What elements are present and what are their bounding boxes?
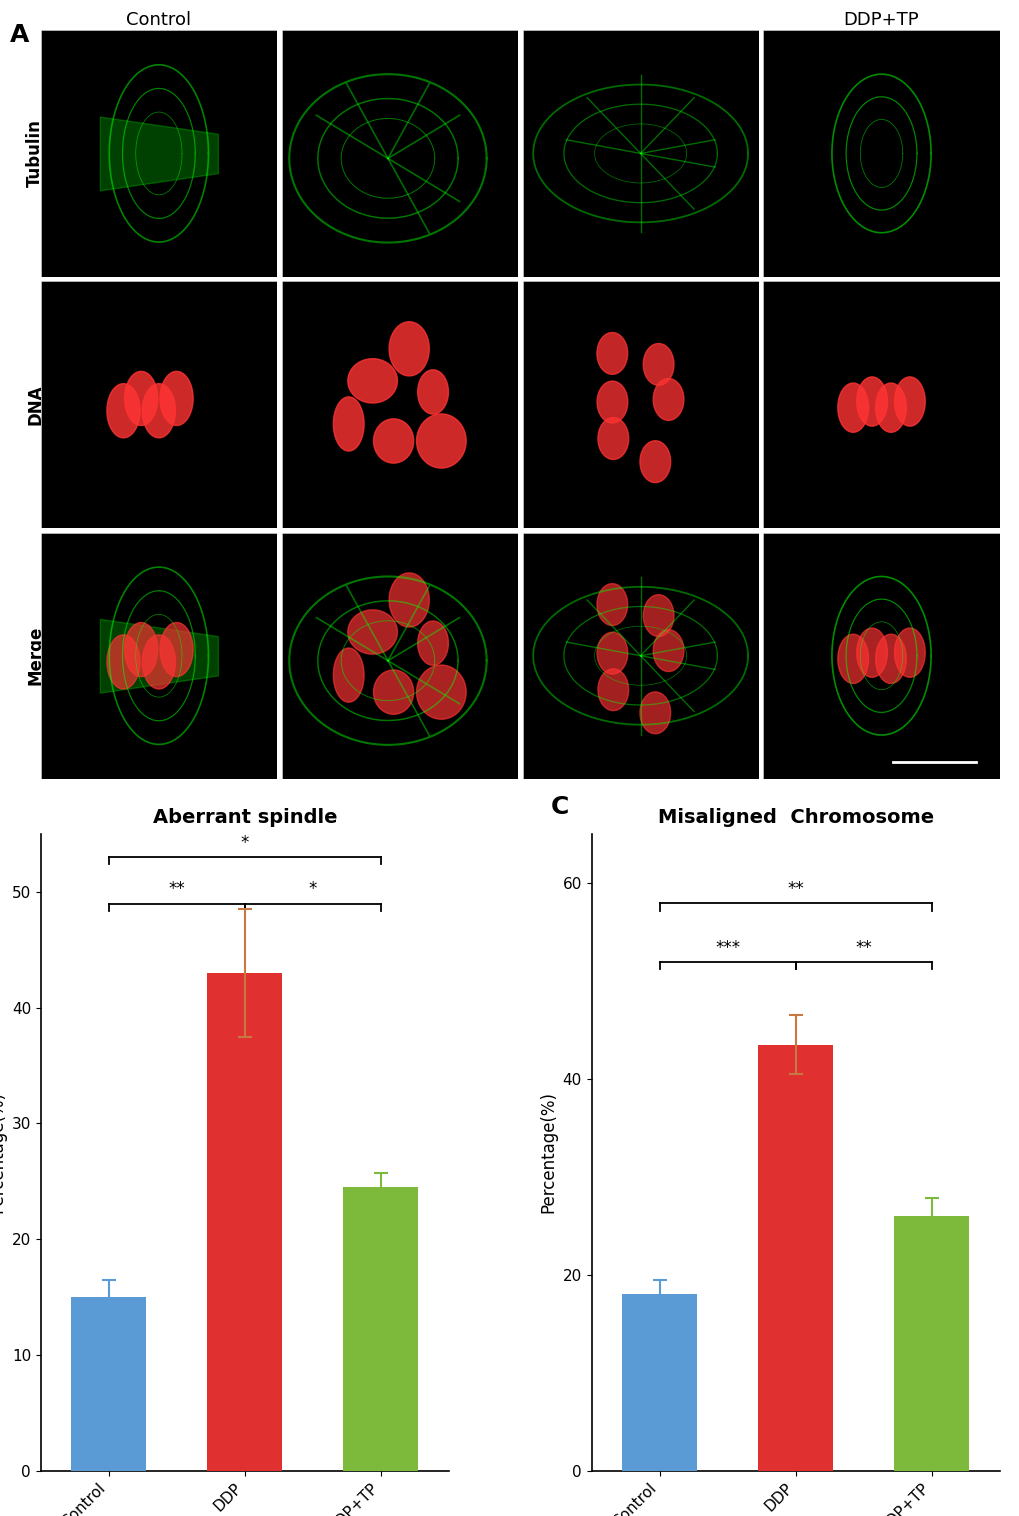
- Polygon shape: [333, 647, 364, 702]
- Polygon shape: [596, 332, 627, 374]
- Polygon shape: [107, 635, 140, 688]
- Text: *: *: [240, 834, 249, 852]
- Text: *: *: [309, 879, 317, 897]
- Polygon shape: [347, 609, 397, 655]
- Bar: [894, 1216, 968, 1471]
- Text: **: **: [787, 879, 803, 897]
- Y-axis label: DNA: DNA: [26, 385, 44, 424]
- Bar: [622, 1295, 696, 1471]
- Title: Control: Control: [126, 11, 192, 29]
- Polygon shape: [597, 669, 628, 711]
- Polygon shape: [373, 670, 414, 714]
- Bar: [757, 1045, 833, 1471]
- Polygon shape: [837, 384, 868, 432]
- Polygon shape: [416, 414, 466, 468]
- Bar: [71, 1298, 146, 1471]
- Polygon shape: [894, 628, 924, 678]
- Bar: [343, 1187, 418, 1471]
- Polygon shape: [894, 377, 924, 426]
- Polygon shape: [652, 629, 683, 672]
- Polygon shape: [639, 691, 671, 734]
- Polygon shape: [652, 379, 683, 420]
- Polygon shape: [837, 634, 868, 684]
- Polygon shape: [124, 371, 158, 426]
- Polygon shape: [597, 417, 628, 459]
- Polygon shape: [107, 384, 140, 438]
- Title: DDP+TP: DDP+TP: [843, 11, 918, 29]
- Text: **: **: [854, 938, 871, 957]
- Polygon shape: [596, 632, 627, 675]
- Y-axis label: Tubulin: Tubulin: [26, 120, 44, 188]
- Polygon shape: [347, 359, 397, 403]
- Y-axis label: Percentage(%): Percentage(%): [538, 1092, 556, 1213]
- Y-axis label: Merge: Merge: [26, 626, 44, 685]
- Polygon shape: [333, 397, 364, 452]
- Text: A: A: [10, 23, 30, 47]
- Bar: [207, 973, 282, 1471]
- Title: Aberrant spindle: Aberrant spindle: [153, 808, 336, 828]
- Text: **: **: [168, 879, 185, 897]
- Polygon shape: [418, 622, 448, 666]
- Title: Misaligned  Chromosome: Misaligned Chromosome: [657, 808, 932, 828]
- Polygon shape: [143, 384, 175, 438]
- Polygon shape: [373, 418, 414, 462]
- Polygon shape: [160, 371, 193, 426]
- Polygon shape: [856, 377, 887, 426]
- Text: ***: ***: [714, 938, 740, 957]
- Polygon shape: [596, 584, 627, 626]
- Polygon shape: [124, 623, 158, 676]
- Polygon shape: [643, 344, 674, 385]
- Polygon shape: [418, 370, 448, 414]
- Polygon shape: [639, 441, 671, 482]
- Polygon shape: [143, 635, 175, 688]
- Polygon shape: [874, 384, 906, 432]
- Polygon shape: [388, 573, 429, 628]
- Y-axis label: Percentage(%): Percentage(%): [0, 1092, 6, 1213]
- Polygon shape: [416, 666, 466, 719]
- Polygon shape: [160, 623, 193, 676]
- Polygon shape: [856, 628, 887, 678]
- Polygon shape: [596, 381, 627, 423]
- Polygon shape: [643, 594, 674, 637]
- Polygon shape: [388, 321, 429, 376]
- Text: C: C: [550, 794, 569, 819]
- Polygon shape: [874, 634, 906, 684]
